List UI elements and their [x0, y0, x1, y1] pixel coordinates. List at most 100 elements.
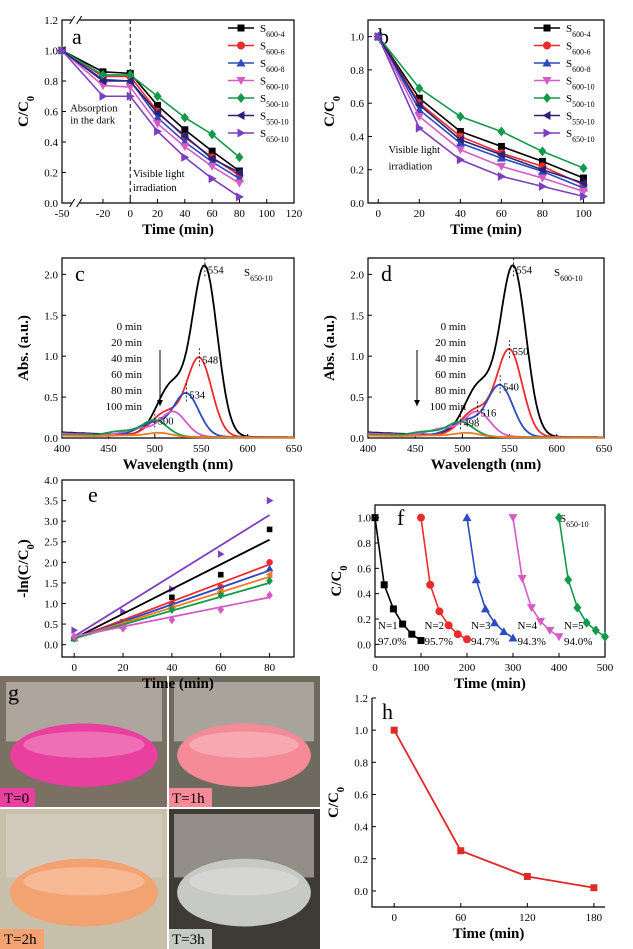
cycle-label: N=1 [378, 620, 398, 632]
data-point [426, 580, 435, 589]
data-point [266, 576, 273, 586]
x-tick-label: 40 [166, 662, 178, 674]
axis-frame [61, 257, 295, 439]
cycle-percent: 95.7% [425, 636, 453, 648]
photo-panel-g: T=0 T=1h T=2h T=3h g [0, 676, 320, 949]
data-point [415, 94, 423, 102]
y-tick-label: 2.5 [44, 537, 58, 549]
spectrum-curve [61, 392, 294, 439]
y-tick-label: 1.0 [350, 351, 364, 363]
data-point [538, 146, 547, 157]
data-point [601, 631, 609, 642]
data-point [444, 621, 453, 630]
y-tick-label: 0.0 [44, 640, 58, 652]
cycle-percent: 94.3% [518, 636, 546, 648]
y-axis-label: C/C0 [16, 96, 37, 127]
y-tick-label: 3.0 [44, 516, 58, 528]
x-tick-label: 550 [501, 443, 518, 455]
x-axis-label: Time (min) [453, 926, 525, 942]
annotation: Absorption [70, 104, 118, 115]
y-tick-label: 0.6 [350, 98, 364, 110]
y-tick-label: 0.0 [354, 886, 368, 898]
x-tick-label: 200 [459, 662, 476, 674]
y-tick-label: 2.0 [44, 269, 58, 281]
panel-f: 0.0 0.2 0.4 0.6 0.8 1.0 0 100 200 300 400 500 Time (… [329, 504, 614, 692]
spectrum-curve [367, 431, 604, 439]
data-point [414, 100, 423, 110]
time-label: 0 min [441, 321, 467, 333]
fit-line [73, 514, 271, 638]
time-label: 20 min [111, 337, 142, 349]
peak-label: 554 [516, 265, 533, 276]
x-tick-label: 500 [147, 443, 164, 455]
photo-T=2h: T=2h [0, 808, 168, 949]
solution [177, 723, 311, 787]
data-point [545, 626, 555, 635]
y-axis-label: Abs. (a.u.) [16, 315, 32, 381]
data-point [234, 179, 244, 188]
peak-label: 516 [481, 408, 497, 419]
x-tick-label: 100 [258, 208, 275, 220]
x-tick-label: 550 [193, 443, 210, 455]
data-point [455, 146, 465, 155]
peak-label: 554 [208, 265, 225, 276]
photo-T=1h: T=1h [168, 676, 320, 808]
y-tick-label: 1.0 [354, 725, 368, 737]
cycle-percent: 97.0% [378, 636, 406, 648]
sample-label: S600-10 [554, 267, 583, 283]
data-point [180, 131, 189, 141]
x-tick-label: 20 [152, 208, 164, 220]
legend-entry: S600-8 [260, 58, 285, 74]
data-point [58, 46, 67, 55]
annotation: Visible light [133, 169, 185, 180]
y-tick-label: 1.5 [44, 578, 58, 590]
photo-label-bg [0, 929, 44, 949]
data-point [471, 575, 481, 584]
y-tick-label: 2.0 [350, 269, 364, 281]
data-point [579, 174, 587, 182]
y-tick-label: 0.0 [44, 198, 58, 210]
x-axis-label: Wavelength (nm) [431, 457, 541, 473]
legend-marker [237, 93, 245, 103]
data-point [266, 496, 274, 505]
photo-label: T=1h [172, 791, 205, 807]
x-tick-label: 500 [454, 443, 471, 455]
legend-marker [542, 58, 552, 67]
solution [10, 858, 158, 927]
legend-marker [543, 128, 552, 138]
fit-line [73, 538, 270, 640]
y-tick-label: 0.2 [354, 854, 368, 866]
photo-T=3h: T=3h [168, 808, 320, 949]
photo-label: T=0 [4, 791, 29, 807]
x-tick-label: 40 [455, 208, 467, 220]
y-tick-label: 0.0 [357, 639, 371, 651]
data-point [499, 627, 509, 636]
data-point [554, 633, 564, 642]
data-point [463, 635, 471, 644]
cycle-label: N=4 [518, 620, 538, 632]
time-label: 80 min [111, 385, 142, 397]
data-point [414, 112, 424, 121]
legend-entry: S650-10 [260, 128, 289, 144]
panel-label: h [382, 699, 393, 724]
data-point [266, 559, 273, 566]
data-point [497, 171, 506, 181]
data-point [415, 123, 424, 133]
y-tick-label: 0.0 [350, 198, 364, 210]
peak-label: 500 [158, 417, 174, 428]
axis-frame [61, 479, 295, 658]
data-point [380, 581, 388, 589]
arrow-head [157, 400, 163, 406]
x-tick-label: 60 [215, 662, 227, 674]
axis-frame [371, 698, 605, 908]
legend-entry: S500-10 [260, 93, 289, 109]
peak-label: 540 [503, 382, 519, 393]
arrow-head [414, 400, 420, 406]
x-tick-label: 180 [586, 912, 603, 924]
time-label: 40 min [435, 353, 466, 365]
data-point [207, 154, 216, 164]
panel-d: 0.0 0.5 1.0 1.5 2.0 400 450 500 550 600 650 Wavelen… [322, 257, 613, 473]
y-tick-label: 0.8 [44, 76, 58, 88]
x-tick-label: 450 [100, 443, 117, 455]
data-point [154, 101, 162, 109]
